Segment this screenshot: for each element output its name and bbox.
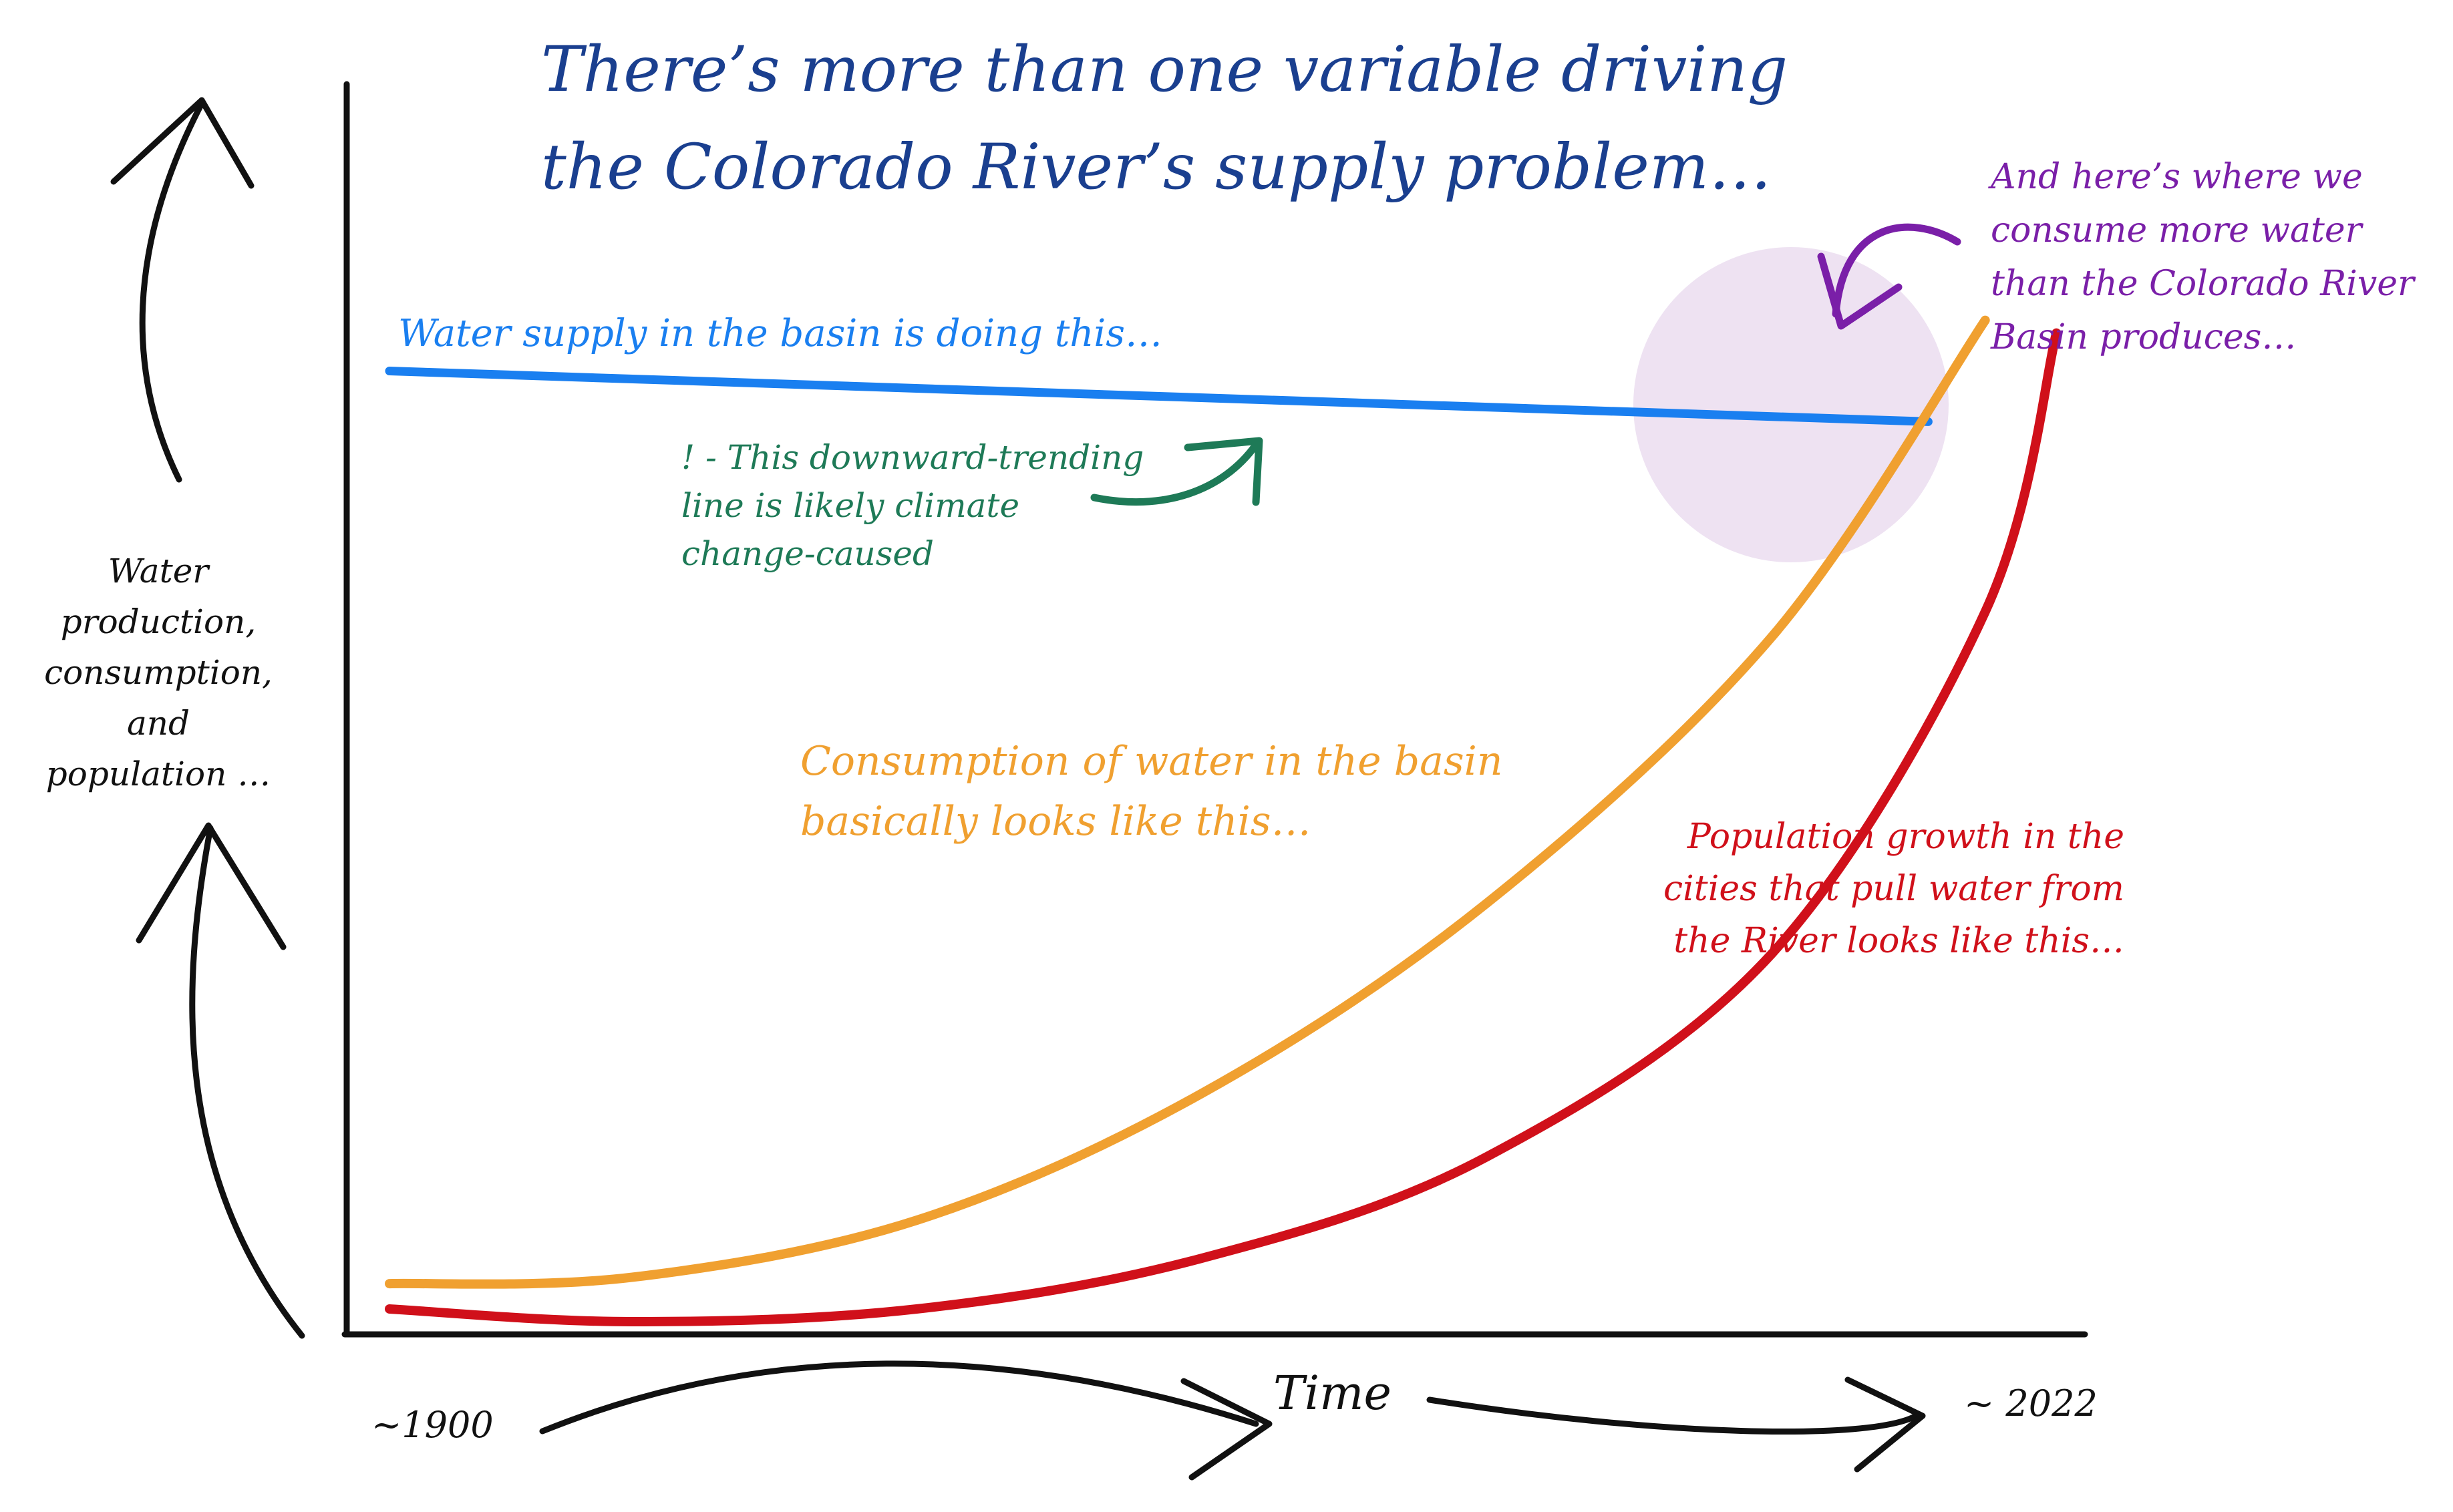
population-annotation-line-3: the River looks like this…	[1673, 921, 2124, 961]
note-annotation-line-1: ! - This downward-trending	[681, 438, 1144, 477]
x-tick-start: ~1900	[371, 1404, 494, 1446]
chart-title-line-1: There’s more than one variable driving	[541, 33, 1788, 106]
consumption-annotation-line-1: Consumption of water in the basin	[800, 738, 1503, 785]
y-axis-label-line-1: Water	[108, 552, 211, 590]
crossover-annotation-line-3: than the Colorado River	[1991, 264, 2416, 304]
y-arrow-upper	[139, 100, 205, 483]
crossover-annotation-line-1: And here’s where we	[1988, 157, 2363, 197]
x-tick-end: ~ 2022	[1964, 1382, 2098, 1425]
y-axis-label-line-2: production,	[61, 602, 257, 641]
population-annotation-line-1: Population growth in the	[1687, 817, 2124, 857]
population-annotation-line-2: cities that pull water from	[1663, 869, 2124, 909]
note-annotation-line-2: line is likely climate	[681, 486, 1019, 525]
crossover-arrow	[1832, 223, 1961, 318]
crossover-highlight	[1633, 247, 1949, 562]
series-supply-line	[385, 367, 1933, 426]
note-arrow	[1090, 441, 1260, 506]
y-arrow-lower-head	[136, 822, 287, 950]
crossover-arrow-head	[1817, 252, 1903, 330]
y-arrow-upper-head	[110, 97, 255, 189]
y-arrow-lower	[189, 825, 305, 1339]
x-arrow-right-head	[1844, 1376, 1926, 1473]
consumption-annotation-line-2: basically looks like this…	[800, 798, 1311, 845]
y-axis-label-line-5: population …	[46, 755, 271, 793]
y-axis-label-line-4: and	[127, 704, 190, 743]
x-arrow-left-head	[1180, 1378, 1273, 1481]
chart-title-line-2: the Colorado River’s supply problem…	[541, 131, 1772, 204]
note-annotation-line-3: change-caused	[681, 534, 934, 573]
y-axis-label-line-3: consumption,	[44, 653, 273, 692]
x-axis-label: Time	[1273, 1366, 1392, 1421]
crossover-annotation-line-4: Basin produces…	[1990, 317, 2296, 357]
x-arrow-left	[539, 1360, 1259, 1435]
note-arrow-head	[1184, 437, 1263, 506]
series-consumption-line	[385, 315, 1990, 1289]
supply-annotation: Water supply in the basin is doing this…	[398, 312, 1162, 355]
series-population-line	[385, 328, 2062, 1327]
x-arrow-right	[1426, 1396, 1919, 1435]
crossover-annotation-line-2: consume more water	[1991, 210, 2364, 250]
